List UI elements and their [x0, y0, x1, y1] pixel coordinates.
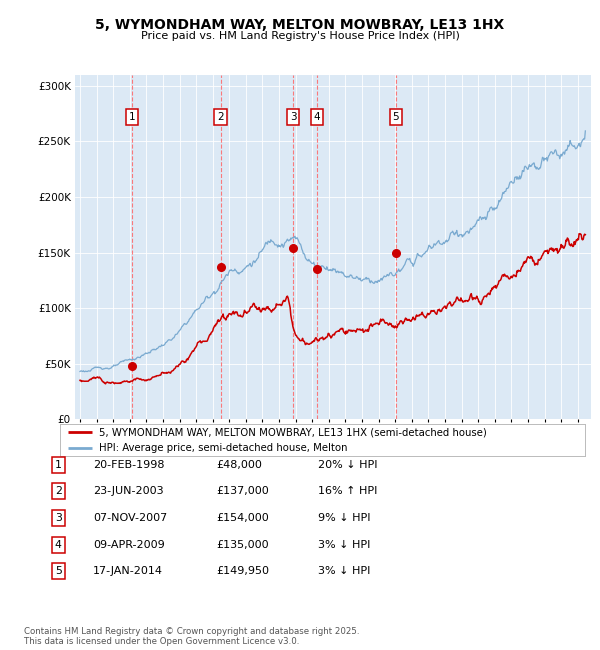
Text: 2: 2 — [55, 486, 62, 497]
Text: 23-JUN-2003: 23-JUN-2003 — [93, 486, 164, 497]
Text: 3: 3 — [290, 112, 296, 122]
Text: 4: 4 — [55, 540, 62, 550]
Text: 3% ↓ HPI: 3% ↓ HPI — [318, 566, 370, 577]
Text: 16% ↑ HPI: 16% ↑ HPI — [318, 486, 377, 497]
Text: 5: 5 — [392, 112, 399, 122]
Text: 20% ↓ HPI: 20% ↓ HPI — [318, 460, 377, 470]
Text: 5, WYMONDHAM WAY, MELTON MOWBRAY, LE13 1HX: 5, WYMONDHAM WAY, MELTON MOWBRAY, LE13 1… — [95, 18, 505, 32]
Text: This data is licensed under the Open Government Licence v3.0.: This data is licensed under the Open Gov… — [24, 637, 299, 646]
Text: 3: 3 — [55, 513, 62, 523]
Text: £149,950: £149,950 — [216, 566, 269, 577]
Text: Price paid vs. HM Land Registry's House Price Index (HPI): Price paid vs. HM Land Registry's House … — [140, 31, 460, 41]
Text: £154,000: £154,000 — [216, 513, 269, 523]
Text: 1: 1 — [55, 460, 62, 470]
Text: 09-APR-2009: 09-APR-2009 — [93, 540, 165, 550]
Text: 5: 5 — [55, 566, 62, 577]
Text: 5, WYMONDHAM WAY, MELTON MOWBRAY, LE13 1HX (semi-detached house): 5, WYMONDHAM WAY, MELTON MOWBRAY, LE13 1… — [100, 427, 487, 437]
Text: 2: 2 — [217, 112, 224, 122]
Text: 4: 4 — [313, 112, 320, 122]
Text: Contains HM Land Registry data © Crown copyright and database right 2025.: Contains HM Land Registry data © Crown c… — [24, 627, 359, 636]
Text: 1: 1 — [128, 112, 135, 122]
Text: HPI: Average price, semi-detached house, Melton: HPI: Average price, semi-detached house,… — [100, 443, 348, 453]
Text: 9% ↓ HPI: 9% ↓ HPI — [318, 513, 371, 523]
Text: £137,000: £137,000 — [216, 486, 269, 497]
Text: 20-FEB-1998: 20-FEB-1998 — [93, 460, 164, 470]
Text: 3% ↓ HPI: 3% ↓ HPI — [318, 540, 370, 550]
Text: £48,000: £48,000 — [216, 460, 262, 470]
Text: 07-NOV-2007: 07-NOV-2007 — [93, 513, 167, 523]
Text: 17-JAN-2014: 17-JAN-2014 — [93, 566, 163, 577]
Text: £135,000: £135,000 — [216, 540, 269, 550]
